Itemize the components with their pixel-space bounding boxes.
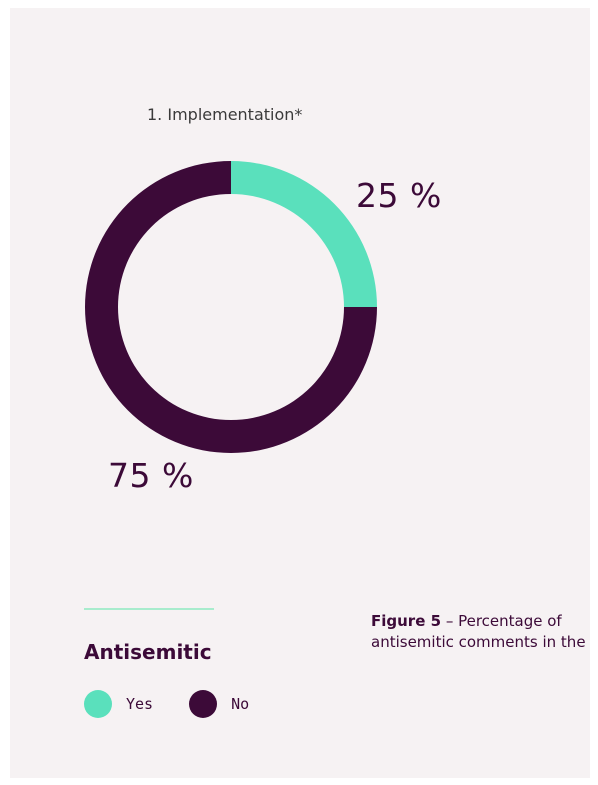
legend-item-yes: Yes [84, 690, 153, 718]
donut-slice-yes [231, 161, 377, 307]
no-percent-label: 75 % [108, 456, 194, 495]
yes-percent-label: 25 % [356, 176, 442, 215]
legend-label-yes: Yes [126, 695, 154, 713]
legend-title: Antisemitic [84, 640, 212, 664]
legend: Yes No [84, 690, 285, 718]
chart-title: 1. Implementation* [147, 105, 303, 124]
legend-item-no: No [189, 690, 249, 718]
figure-panel [10, 8, 590, 778]
legend-divider [84, 608, 214, 610]
legend-swatch-yes [84, 690, 112, 718]
legend-label-no: No [231, 695, 250, 713]
caption-text: – Percentage of antisemitic comments in … [371, 612, 586, 651]
figure-caption: Figure 5 – Percentage of antisemitic com… [371, 611, 591, 653]
donut-chart [85, 161, 377, 453]
legend-swatch-no [189, 690, 218, 718]
figure-label: Figure 5 [371, 612, 442, 630]
